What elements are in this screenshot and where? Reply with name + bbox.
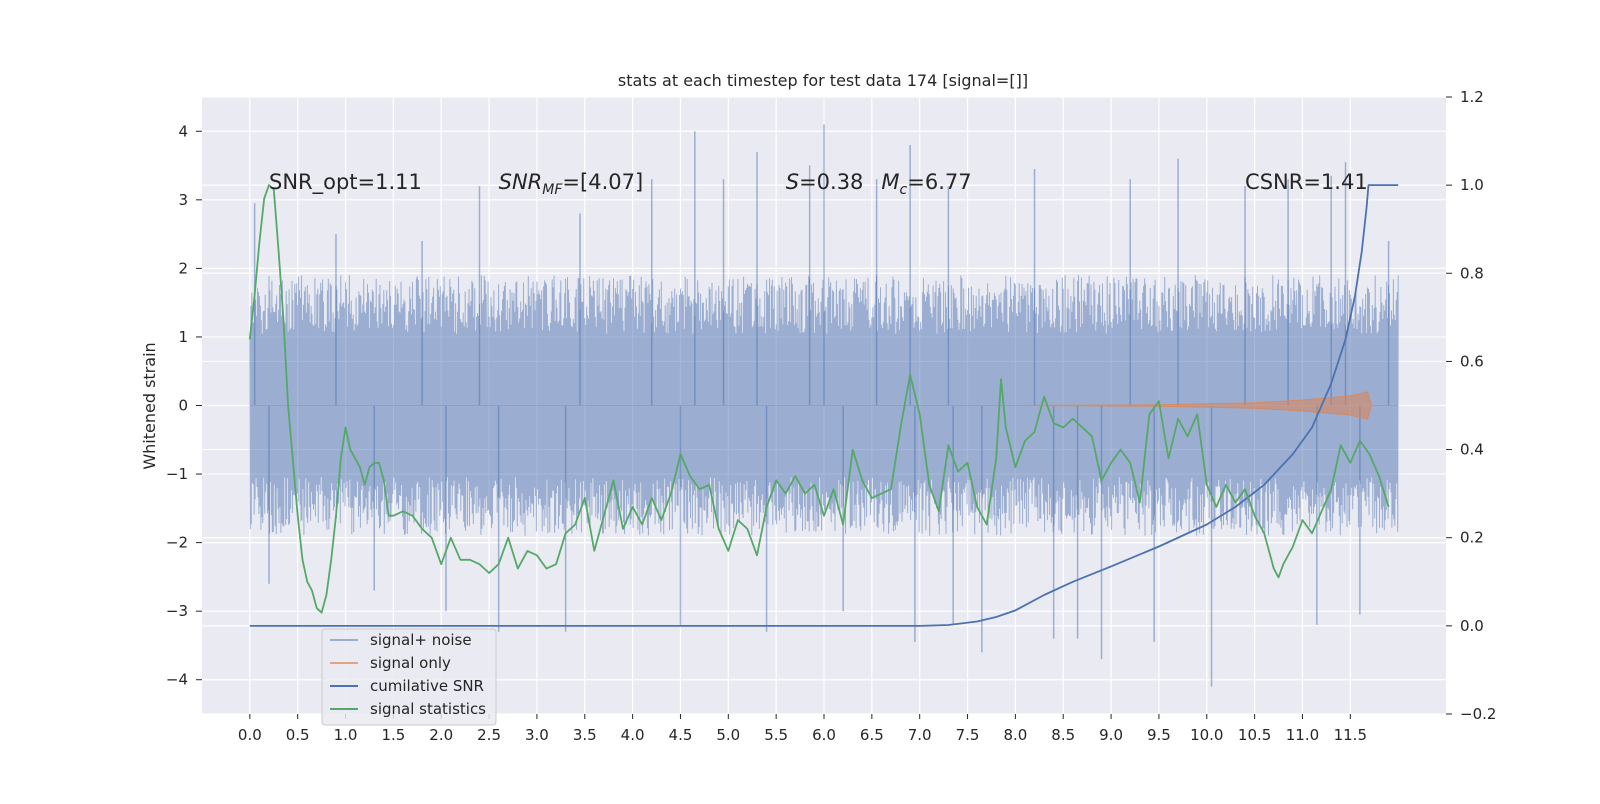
x-tick-label: 6.5 <box>860 726 884 744</box>
series-signal-noise <box>249 124 1399 687</box>
x-tick-label: 5.5 <box>764 726 788 744</box>
y-tick-label: −1 <box>166 465 188 483</box>
y-tick-label: −4 <box>166 671 188 689</box>
x-tick-label: 9.5 <box>1147 726 1171 744</box>
x-tick-label: 11.0 <box>1286 726 1319 744</box>
y2-tick-label: 1.0 <box>1460 176 1484 194</box>
x-tick-label: 9.0 <box>1099 726 1123 744</box>
x-tick-label: 2.5 <box>477 726 501 744</box>
y-tick-label: 0 <box>178 397 188 415</box>
y-tick-label: 4 <box>178 122 188 140</box>
y2-tick-label: 0.0 <box>1460 617 1484 635</box>
x-tick-label: 2.0 <box>429 726 453 744</box>
y2-tick-label: −0.2 <box>1460 705 1496 723</box>
y2-tick-label: 0.8 <box>1460 264 1484 282</box>
legend-label: signal statistics <box>370 700 486 718</box>
x-tick-label: 6.0 <box>812 726 836 744</box>
x-tick-label: 11.5 <box>1334 726 1367 744</box>
annotations: SNR_opt=1.11 SNRMF=[4.07] S=0.38 Mc=6.77 CSN… <box>269 170 1368 198</box>
x-tick-label: 8.0 <box>1003 726 1027 744</box>
x-tick-label: 4.5 <box>669 726 693 744</box>
signal-statistics-line <box>248 184 1390 614</box>
x-tick-label: 8.5 <box>1051 726 1075 744</box>
x-tick-label: 7.5 <box>956 726 980 744</box>
x-tick-label: 3.5 <box>573 726 597 744</box>
y-tick-label: 2 <box>178 259 188 277</box>
annotation-snr-opt: SNR_opt=1.11 <box>269 170 422 195</box>
x-tick-label: 1.5 <box>381 726 405 744</box>
y-tick-label: −3 <box>166 602 188 620</box>
legend: signal+ noise signal only cumilative SNR si… <box>321 628 497 726</box>
annotation-snr-mf: SNRMF=[4.07] <box>499 170 644 198</box>
x-tick-label: 10.0 <box>1190 726 1223 744</box>
y2-tick-label: 0.4 <box>1460 441 1484 459</box>
x-tick-label: 0.5 <box>286 726 310 744</box>
x-tick-label: 1.0 <box>334 726 358 744</box>
y-axis-label: Whitened strain <box>140 342 159 469</box>
legend-label: signal+ noise <box>370 631 472 649</box>
chart-title: stats at each timestep for test data 174… <box>618 71 1028 90</box>
legend-box <box>321 628 497 726</box>
legend-label: signal only <box>370 654 451 672</box>
axes: 0.0 0.5 1.0 1.5 2.0 2.5 3.0 3.5 4.0 4.5 5.0 5.5 6.0 6… <box>166 88 1497 744</box>
y2-tick-label: 1.2 <box>1460 88 1484 106</box>
annotation-chirp-mass: Mc=6.77 <box>881 170 971 198</box>
y-tick-label: 1 <box>178 328 188 346</box>
signal-only-line <box>249 391 1399 420</box>
x-tick-label: 0.0 <box>238 726 262 744</box>
y2-tick-label: 0.6 <box>1460 352 1484 370</box>
cumulative-snr-line <box>249 184 1399 627</box>
x-tick-label: 10.5 <box>1238 726 1271 744</box>
annotation-s-stat: S=0.38 <box>786 170 864 194</box>
y2-tick-label: 0.2 <box>1460 529 1484 547</box>
x-tick-label: 3.0 <box>525 726 549 744</box>
y-tick-label: 3 <box>178 191 188 209</box>
x-tick-label: 4.0 <box>621 726 645 744</box>
legend-label: cumilative SNR <box>370 677 484 695</box>
series-lines <box>248 184 1399 627</box>
x-tick-label: 5.0 <box>716 726 740 744</box>
x-tick-label: 7.0 <box>908 726 932 744</box>
annotation-csnr: CSNR=1.41 <box>1245 170 1368 194</box>
y-tick-label: −2 <box>166 534 188 552</box>
